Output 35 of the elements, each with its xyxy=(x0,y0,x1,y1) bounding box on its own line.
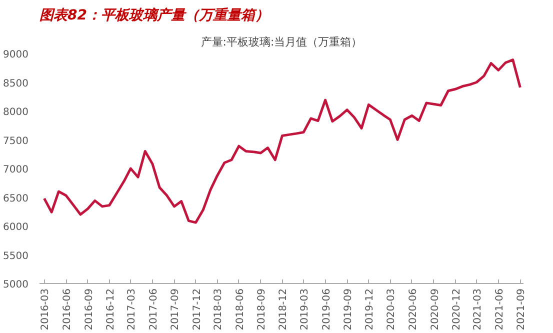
x-tick-label: 2020-06 xyxy=(408,288,419,330)
y-tick-label: 6500 xyxy=(3,193,29,204)
y-tick-label: 5000 xyxy=(3,280,29,290)
x-tick-label: 2020-09 xyxy=(430,288,441,330)
x-tick-label: 2017-12 xyxy=(192,288,203,330)
x-tick-label: 2017-03 xyxy=(126,288,138,330)
x-tick-label: 2016-09 xyxy=(84,288,95,330)
x-tick-label: 2017-06 xyxy=(148,288,160,330)
x-tick-label: 2019-06 xyxy=(321,288,332,330)
chart-title: 图表82：平板玻璃产量（万重量箱） xyxy=(40,6,269,24)
x-tick-label: 2016-12 xyxy=(105,288,116,330)
y-tick-label: 7000 xyxy=(3,164,29,176)
line-series xyxy=(42,58,522,224)
y-tick-label: 7500 xyxy=(3,136,29,147)
x-tick-label: 2021-03 xyxy=(472,288,484,330)
x-tick-label: 2019-12 xyxy=(364,288,376,330)
x-tick-label: 2021-09 xyxy=(516,288,528,330)
y-tick-label: 8000 xyxy=(3,107,29,118)
x-tick-label: 2021-06 xyxy=(494,288,506,330)
x-tick-label: 2020-12 xyxy=(451,288,462,330)
x-tick-label: 2017-09 xyxy=(170,288,182,330)
x-tick-label: 2019-03 xyxy=(300,288,311,330)
x-tick-label: 2018-09 xyxy=(256,288,268,330)
chart-subtitle: 产量:平板玻璃:当月值（万重箱） xyxy=(200,36,362,48)
x-tick-label: 2018-12 xyxy=(278,288,290,330)
x-tick-label: 2018-03 xyxy=(213,288,224,330)
x-tick-label: 2018-06 xyxy=(234,288,246,330)
x-tick-label: 2016-03 xyxy=(40,288,52,330)
y-tick-label: 8500 xyxy=(3,78,29,90)
y-tick-label: 6000 xyxy=(3,222,29,233)
x-tick-label: 2020-03 xyxy=(386,288,398,330)
x-tick-label: 2016-06 xyxy=(62,288,74,330)
y-tick-label: 9000 xyxy=(3,50,29,60)
y-tick-label: 5500 xyxy=(3,250,29,262)
x-tick-label: 2019-09 xyxy=(343,288,354,330)
